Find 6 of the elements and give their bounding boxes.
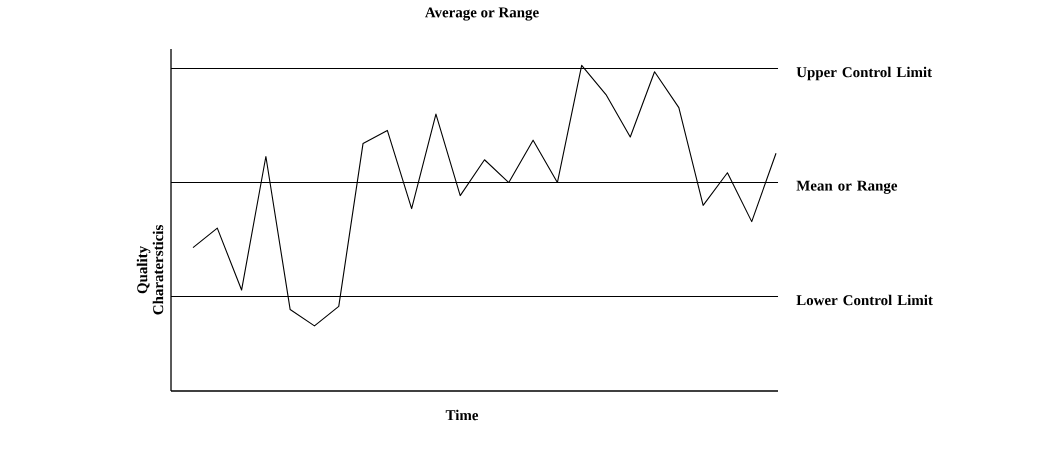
ref-line-label: Upper Control Limit [796, 66, 933, 81]
ref-line-label: Mean or Range [796, 180, 898, 194]
chart-title: Average or Range [425, 7, 539, 21]
ref-line-label: Lower Control Limit [796, 294, 933, 306]
x-axis-title: Time [445, 409, 479, 421]
y-axis-title: Quality Charatersticis [136, 225, 164, 315]
